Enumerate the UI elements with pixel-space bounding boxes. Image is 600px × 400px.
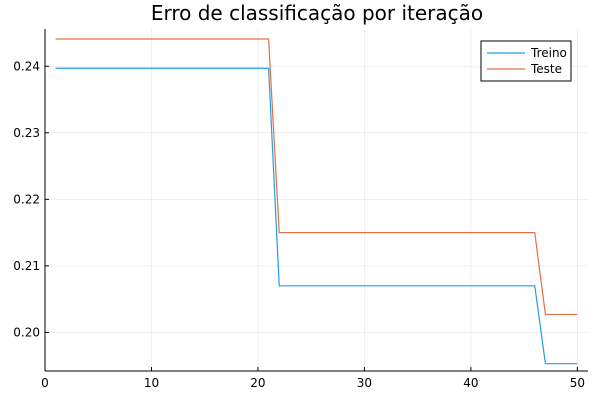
- tick-labels: 0 10 20 30 40 50 0.20 0.21 0.22 0.23 0.24: [13, 59, 585, 390]
- axes: [44, 29, 588, 372]
- legend-box: [480, 40, 572, 82]
- series-line-treino: [55, 67, 578, 365]
- y-tick-label: 0.24: [13, 59, 40, 73]
- chart-title: Erro de classificação por iteração: [151, 1, 483, 25]
- y-tick-label: 0.22: [13, 192, 40, 206]
- legend-label: Treino: [530, 46, 567, 60]
- series-line-teste: [55, 38, 578, 316]
- grid: [44, 29, 588, 371]
- x-tick-label: 30: [357, 376, 372, 390]
- x-tick-label: 50: [570, 376, 585, 390]
- y-tick-label: 0.21: [13, 259, 40, 273]
- x-tick-label: 20: [250, 376, 265, 390]
- legend: Treino Teste: [480, 40, 572, 82]
- x-tick-label: 40: [463, 376, 478, 390]
- x-tick-label: 10: [144, 376, 159, 390]
- x-tick-label: 0: [41, 376, 49, 390]
- y-tick-label: 0.20: [13, 325, 40, 339]
- legend-label: Teste: [530, 62, 562, 76]
- y-tick-label: 0.23: [13, 126, 40, 140]
- series-lines: [55, 38, 578, 365]
